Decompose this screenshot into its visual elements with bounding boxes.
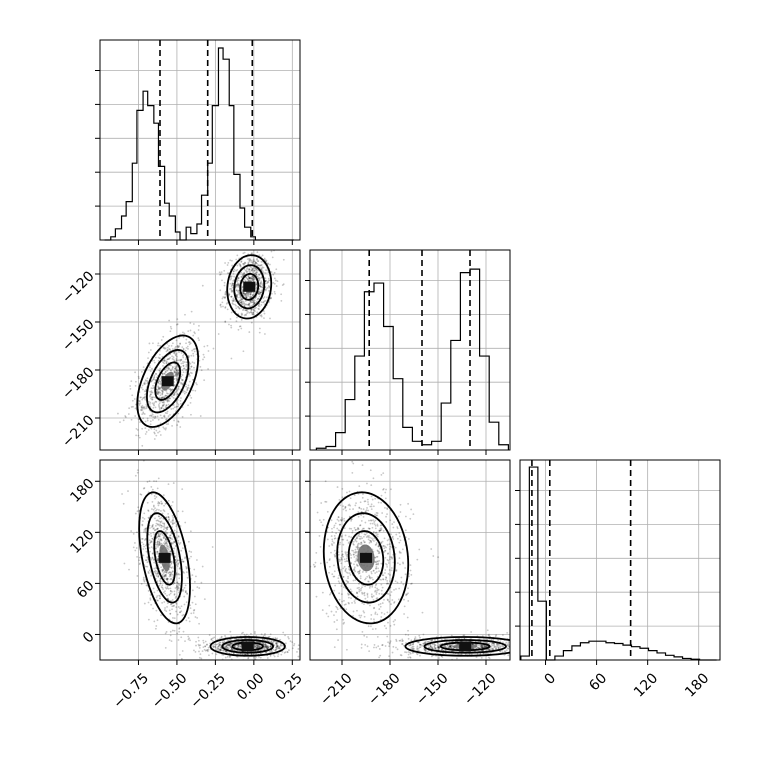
- histogram-step: [315, 268, 509, 450]
- scatter-panel-1-2: [309, 459, 511, 661]
- x-tick-label: 0.25: [273, 670, 306, 703]
- density-contour: [404, 636, 510, 657]
- panel-frame: [99, 249, 301, 451]
- y-tick-label: 120: [67, 527, 97, 557]
- density-contour: [347, 530, 385, 586]
- histogram-panel-0: [95, 39, 301, 241]
- x-tick-label: −0.75: [110, 670, 152, 712]
- y-tick-label: 60: [74, 578, 98, 602]
- x-tick-label: 0.00: [234, 670, 267, 703]
- histogram-step: [104, 47, 294, 241]
- density-contour: [136, 334, 200, 428]
- density-contour: [322, 491, 410, 625]
- x-tick-label: −180: [365, 670, 404, 709]
- density-peak: [241, 641, 254, 652]
- density-contour: [221, 639, 274, 654]
- density-peak: [360, 552, 372, 563]
- x-tick-label: 120: [631, 670, 661, 700]
- density-contour: [154, 361, 182, 401]
- density-contour: [138, 491, 191, 625]
- density-contour: [226, 254, 273, 320]
- y-tick-label: −150: [59, 316, 98, 355]
- histogram-panel-1: [305, 249, 511, 451]
- scatter-panel-0-1: [99, 249, 301, 451]
- x-tick-label: −210: [317, 670, 356, 709]
- panel-frame: [519, 459, 721, 661]
- density-contour: [233, 264, 266, 310]
- panel-frame: [99, 459, 301, 661]
- x-tick-label: −0.50: [149, 670, 191, 712]
- panel-frame: [99, 39, 301, 241]
- y-tick-label: 0: [80, 629, 98, 647]
- x-tick-label: 180: [682, 670, 712, 700]
- x-tick-label: −0.25: [187, 670, 229, 712]
- scatter-points: [201, 250, 285, 360]
- scatter-panel-0-2: [99, 459, 301, 661]
- panel-frame: [309, 249, 511, 451]
- density-peak: [158, 552, 171, 563]
- x-tick-label: −120: [461, 670, 500, 709]
- y-tick-label: −210: [59, 412, 98, 451]
- density-peak: [459, 641, 472, 652]
- density-contour: [336, 512, 396, 604]
- x-tick-label: −150: [413, 670, 452, 709]
- scatter-points: [181, 630, 300, 660]
- x-tick-label: 60: [586, 670, 610, 694]
- density-peak: [243, 281, 256, 292]
- density-contour: [209, 636, 286, 657]
- panel-frame: [309, 459, 511, 661]
- density-contour: [239, 272, 260, 301]
- density-contour: [146, 512, 183, 604]
- y-tick-label: 180: [67, 476, 97, 506]
- density-contour: [153, 530, 176, 586]
- density-contour: [423, 639, 507, 654]
- y-tick-label: −180: [59, 364, 98, 403]
- density-contour: [146, 349, 190, 414]
- histogram-panel-2: [515, 459, 721, 661]
- density-peak: [161, 376, 174, 387]
- x-tick-label: 0: [542, 670, 560, 688]
- y-tick-label: −120: [59, 268, 98, 307]
